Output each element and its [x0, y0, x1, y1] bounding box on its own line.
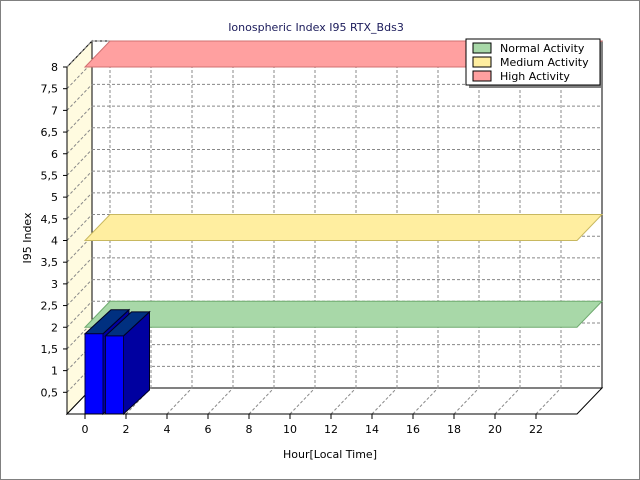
y-tick-label: 1,5 [41, 343, 59, 356]
legend-label: High Activity [500, 70, 570, 83]
y-tick-label: 0,5 [41, 386, 59, 399]
y-tick-label: 3,5 [41, 256, 59, 269]
x-tick-label: 10 [283, 423, 297, 436]
x-tick-label: 12 [324, 423, 338, 436]
y-tick-label: 6,5 [41, 126, 59, 139]
y-tick-label: 5 [51, 191, 58, 204]
y-tick-label: 4 [51, 235, 58, 248]
x-tick-label: 16 [406, 423, 420, 436]
y-gridline-side [66, 214, 93, 241]
y-tick-label: 3 [51, 278, 58, 291]
y-gridline-side [66, 127, 93, 155]
legend-swatch [472, 70, 492, 82]
chart-title: Ionospheric Index I95 RTX_Bds3 [228, 21, 404, 34]
x-tick-label: 18 [447, 423, 461, 436]
y-tick-label: 1 [51, 365, 58, 378]
legend-label: Medium Activity [500, 56, 589, 69]
y-gridline-side [66, 257, 93, 285]
x-gridline-floor [289, 387, 316, 415]
x-tick-label: 6 [205, 423, 212, 436]
x-gridline-floor [412, 387, 439, 415]
bar [104, 310, 151, 416]
y-tick-label: 7 [51, 104, 58, 117]
x-axis-label: Hour[Local Time] [283, 448, 377, 461]
x-gridline-floor [494, 387, 521, 415]
y-gridline-side [66, 300, 93, 328]
y-gridline-side [66, 192, 93, 220]
y-tick-label: 6 [51, 148, 58, 161]
y-tick-label: 5,5 [41, 169, 59, 182]
x-gridline-floor [535, 387, 562, 415]
legend-swatch [472, 42, 492, 54]
legend-swatch [472, 56, 492, 68]
x-tick-label: 20 [488, 423, 502, 436]
y-gridline-side [66, 84, 93, 111]
x-tick-label: 22 [529, 423, 543, 436]
y-gridline-side [66, 279, 93, 306]
threshold-band [83, 300, 604, 328]
x-tick-label: 4 [164, 423, 171, 436]
threshold-band [83, 214, 604, 241]
x-gridline-floor [371, 387, 398, 415]
y-tick-label: 4,5 [41, 213, 59, 226]
y-tick-label: 2 [51, 321, 58, 334]
x-gridline-floor [207, 387, 234, 415]
x-gridline-floor [248, 387, 275, 415]
x-tick-label: 0 [82, 423, 89, 436]
y-tick-label: 7,5 [41, 83, 59, 96]
legend-label: Normal Activity [500, 42, 585, 55]
bar-front [84, 333, 104, 415]
x-gridline-floor [330, 387, 357, 415]
x-gridline-floor [166, 387, 193, 415]
y-tick-label: 2,5 [41, 300, 59, 313]
x-tick-label: 8 [246, 423, 253, 436]
bar-front [105, 335, 124, 415]
x-tick-label: 14 [365, 423, 379, 436]
y-gridline-side [66, 149, 93, 176]
x-tick-label: 2 [123, 423, 130, 436]
y-gridline-side [66, 105, 93, 133]
y-gridline-side [66, 40, 93, 68]
x-gridline-floor [453, 387, 480, 415]
y-axis-label: I95 Index [21, 212, 34, 264]
y-tick-label: 8 [51, 61, 58, 74]
y-gridline-side [66, 170, 93, 198]
